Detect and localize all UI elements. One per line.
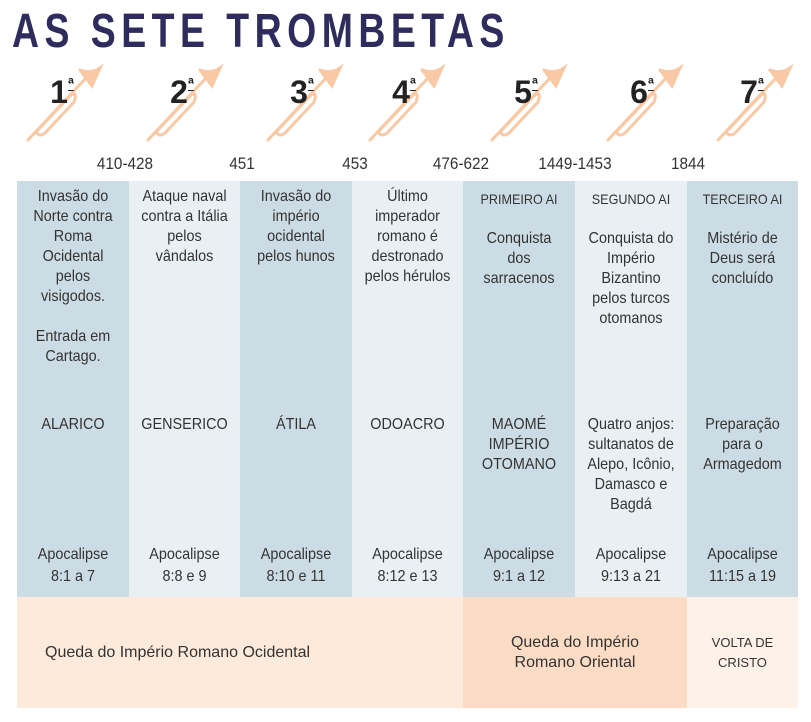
reference-verses: 11:15 a 19 [709, 568, 776, 585]
date-label: 476-622 [432, 154, 490, 173]
band-eastern-label: Queda do Império Romano Oriental [510, 633, 640, 671]
ordinal-indicator: ª [757, 76, 764, 93]
trumpet-number: 3ª [272, 74, 332, 111]
event-description: Último imperador romano é destronado pel… [364, 188, 451, 285]
page-title: AS SETE TROMBETAS [12, 5, 510, 58]
agent-name: MAOMÉ IMPÉRIO OTOMANO [481, 416, 557, 473]
ordinal-indicator: ª [531, 76, 538, 93]
date-label: 453 [342, 154, 368, 173]
agent-name: ALARICO [41, 416, 105, 433]
band-return-of-christ: VOLTA DE CRISTO [687, 597, 798, 708]
reference-book: Apocalipse [372, 546, 443, 563]
reference-book: Apocalipse [260, 546, 332, 563]
bible-reference: Apocalipse 8:12 e 13 [358, 545, 458, 587]
reference-verses: 9:1 a 12 [492, 568, 546, 585]
bible-reference: Apocalipse 9:1 a 12 [469, 545, 570, 587]
ordinal-indicator: ª [187, 76, 194, 93]
trumpet-icon [26, 63, 104, 142]
bible-reference: Apocalipse 9:13 a 21 [581, 545, 682, 587]
event-description: Invasão do império ocidental pelos hunos [257, 188, 335, 265]
agent-name: Quatro anjos: sultanatos de Alepo, Icôni… [587, 416, 675, 513]
trumpet-number-value: 4 [392, 74, 410, 110]
trumpet-icon [368, 63, 446, 142]
ordinal-indicator: ª [409, 76, 416, 93]
reference-book: Apocalipse [37, 546, 109, 563]
trumpet-icon [606, 63, 684, 142]
trumpet-icon [146, 63, 224, 142]
ordinal-indicator: ª [647, 76, 654, 93]
band-western-empire: Queda do Império Romano Ocidental [17, 597, 463, 708]
trumpet-column-5: PRIMEIRO AI Conquista dos sarracenos MAOMÉ… [463, 181, 575, 597]
bible-reference: Apocalipse 11:15 a 19 [693, 545, 793, 587]
agent-name: GENSERICO [141, 416, 228, 433]
trumpet-icon [490, 63, 568, 142]
reference-verses: 8:1 a 7 [50, 568, 96, 585]
reference-book: Apocalipse [707, 546, 778, 563]
trumpet-number: 6ª [612, 74, 672, 111]
trumpet-number-value: 5 [514, 74, 532, 110]
trumpet-number: 2ª [152, 74, 212, 111]
reference-book: Apocalipse [149, 546, 220, 563]
trumpet-number-value: 3 [290, 74, 308, 110]
trumpet-number: 4ª [374, 74, 434, 111]
reference-verses: 8:12 e 13 [377, 568, 438, 585]
trumpet-column-2: Ataque naval contra a Itália pelos vânda… [129, 181, 240, 597]
reference-verses: 8:8 e 9 [162, 568, 207, 585]
event-description: Conquista dos sarracenos [483, 230, 555, 287]
trumpet-icon [716, 63, 794, 142]
trumpet-column-4: Último imperador romano é destronado pel… [352, 181, 463, 597]
trumpet-icon [266, 63, 344, 142]
agent-name: ÁTILA [275, 416, 317, 433]
reference-book: Apocalipse [595, 546, 667, 563]
event-description: Invasão do Norte contra Roma Ocidental p… [33, 188, 113, 365]
trumpet-number-value: 7 [740, 74, 758, 110]
trumpet-number: 5ª [496, 74, 556, 111]
date-label: 451 [229, 154, 255, 173]
date-label: 1844 [670, 154, 706, 173]
agent-name: Preparação para o Armagedom [703, 416, 782, 473]
trumpet-number: 1ª [32, 74, 92, 111]
reference-verses: 8:10 e 11 [266, 568, 326, 585]
bible-reference: Apocalipse 8:8 e 9 [135, 545, 235, 587]
reference-book: Apocalipse [483, 546, 555, 563]
band-eastern-empire: Queda do Império Romano Oriental [463, 597, 687, 708]
trumpet-column-7: TERCEIRO AI Mistério de Deus será concluí… [687, 181, 798, 597]
trumpet-column-1: Invasão do Norte contra Roma Ocidental p… [17, 181, 129, 597]
band-return-label: VOLTA DE CRISTO [711, 634, 774, 670]
ordinal-indicator: ª [67, 76, 74, 93]
trumpet-number-value: 1 [50, 74, 68, 110]
woe-header: PRIMEIRO AI [480, 191, 558, 207]
woe-header: SEGUNDO AI [591, 191, 671, 207]
trumpet-column-3: Invasão do império ocidental pelos hunos… [240, 181, 352, 597]
bible-reference: Apocalipse 8:10 e 11 [246, 545, 347, 587]
band-western-label: Queda do Império Romano Ocidental [45, 643, 311, 661]
trumpet-number: 7ª [722, 74, 782, 111]
event-description: Ataque naval contra a Itália pelos vânda… [141, 188, 228, 265]
bible-reference: Apocalipse 8:1 a 7 [23, 545, 124, 587]
event-description: Mistério de Deus será concluído [707, 230, 778, 287]
trumpet-column-6: SEGUNDO AI Conquista do Império Bizantino… [575, 181, 687, 597]
trumpet-number-value: 2 [170, 74, 188, 110]
date-label: 1449-1453 [538, 154, 612, 173]
woe-header: TERCEIRO AI [702, 191, 783, 207]
reference-verses: 9:13 a 21 [600, 568, 662, 585]
event-description: Conquista do Império Bizantino pelos tur… [588, 230, 674, 327]
agent-name: ODOACRO [370, 416, 445, 433]
trumpet-number-value: 6 [630, 74, 648, 110]
ordinal-indicator: ª [307, 76, 314, 93]
date-label: 410-428 [96, 154, 154, 173]
